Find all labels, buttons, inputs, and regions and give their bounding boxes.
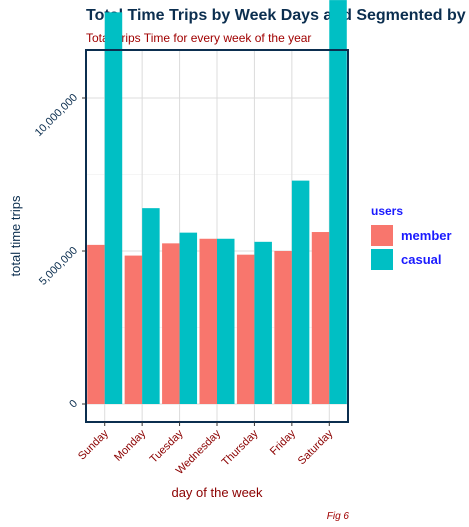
bar-casual-saturday xyxy=(329,0,347,405)
bar-member-friday xyxy=(274,251,292,404)
bar-casual-monday xyxy=(142,208,160,404)
chart-subtitle: Total Trips Time for every week of the y… xyxy=(86,31,312,45)
bars xyxy=(87,0,347,405)
legend-swatch-casual xyxy=(371,249,393,270)
legend-swatch-member xyxy=(371,225,393,246)
legend-label-casual: casual xyxy=(401,252,441,267)
x-tick-label-monday: Monday xyxy=(112,427,149,464)
x-tick-label-tuesday: Tuesday xyxy=(148,427,186,465)
y-axis-ticks: 0 5,000,000 10,000,000 xyxy=(33,92,86,411)
x-axis-title: day of the week xyxy=(171,485,263,500)
x-tick-label-thursday: Thursday xyxy=(220,427,261,468)
bar-casual-thursday xyxy=(254,241,272,404)
y-tick-label: 10,000,000 xyxy=(33,92,80,139)
x-tick-label-sunday: Sunday xyxy=(76,427,111,462)
bar-casual-friday xyxy=(291,180,310,404)
bar-member-wednesday xyxy=(199,238,217,404)
bar-member-sunday xyxy=(87,244,105,404)
bar-casual-sunday xyxy=(104,12,123,404)
x-tick-label-friday: Friday xyxy=(268,427,298,457)
bar-member-saturday xyxy=(311,232,330,404)
bar-member-monday xyxy=(124,255,143,404)
y-tick-label: 0 xyxy=(67,398,80,411)
bar-member-thursday xyxy=(236,254,255,404)
bar-casual-wednesday xyxy=(217,238,235,404)
legend: users member casual xyxy=(371,204,452,270)
figure-caption: Fig 6 xyxy=(327,511,350,522)
chart-title: Total Time Trips by Week Days and Segmen… xyxy=(86,7,466,24)
y-axis-title: total time trips xyxy=(8,195,23,276)
y-tick-label: 5,000,000 xyxy=(37,245,80,288)
x-tick-label-saturday: Saturday xyxy=(296,427,336,467)
bar-member-tuesday xyxy=(162,243,180,404)
legend-label-member: member xyxy=(401,228,452,243)
legend-title: users xyxy=(371,204,403,218)
bar-casual-tuesday xyxy=(179,232,198,404)
